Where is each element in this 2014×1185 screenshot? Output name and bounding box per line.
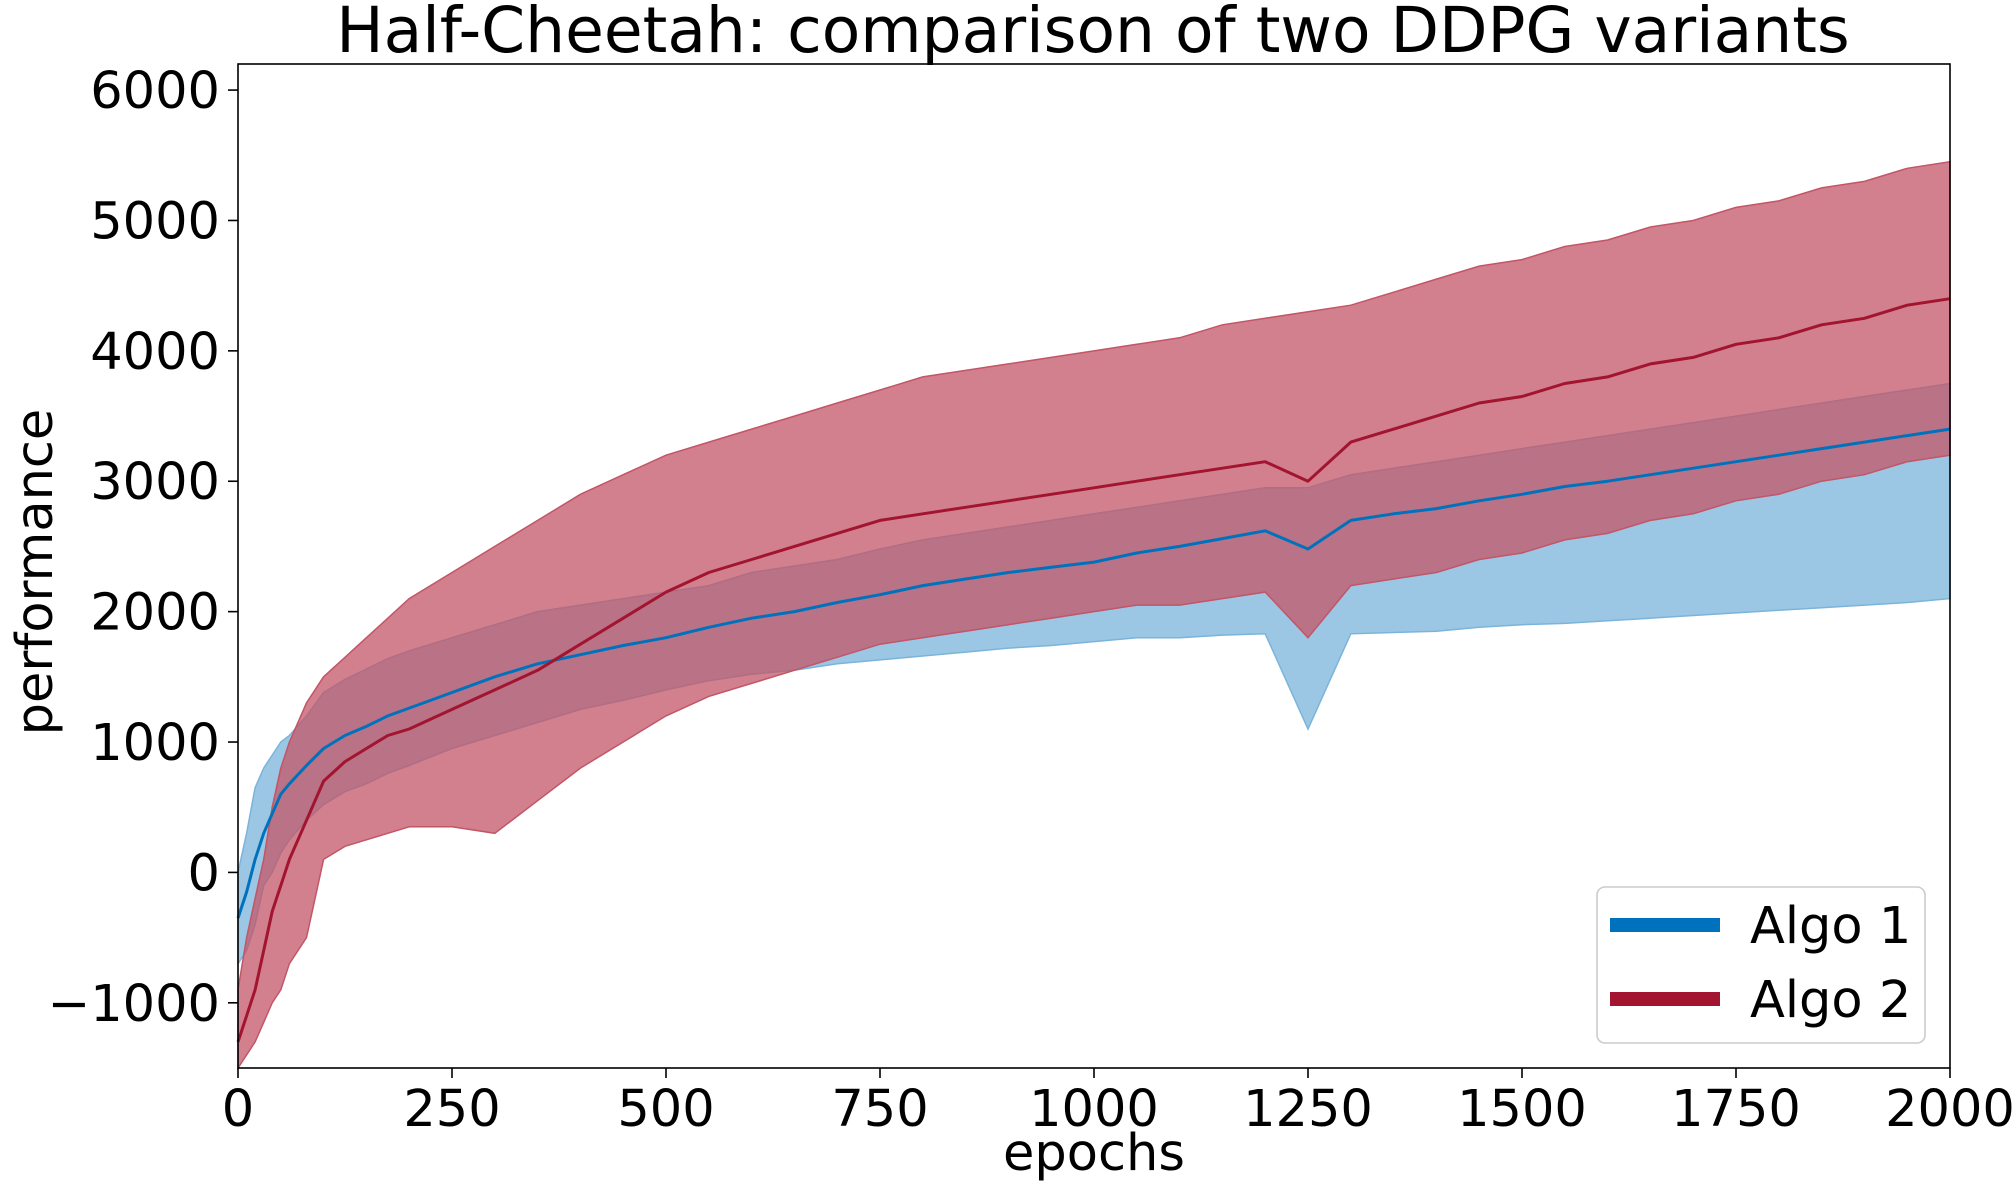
x-tick-label: 2000 (1885, 1080, 2014, 1139)
y-axis-ticks: −1000 0 1000 2000 3000 4000 5000 6000 (47, 62, 238, 1034)
x-tick-label: 750 (831, 1080, 928, 1139)
y-tick-label: −1000 (47, 975, 220, 1034)
x-axis-ticks: 0 250 500 750 1000 1250 1500 1750 2000 (222, 1068, 2014, 1139)
y-axis-label: performance (6, 409, 65, 736)
chart-title: Half-Cheetah: comparison of two DDPG var… (336, 0, 1850, 67)
x-tick-label: 250 (403, 1080, 500, 1139)
legend-label-algo-1: Algo 1 (1750, 897, 1911, 956)
y-tick-label: 3000 (90, 453, 220, 512)
x-tick-label: 0 (222, 1080, 254, 1139)
x-tick-label: 1250 (1243, 1080, 1373, 1139)
y-tick-label: 2000 (90, 584, 220, 643)
x-tick-label: 500 (617, 1080, 714, 1139)
line-algo-2 (236, 297, 1951, 1043)
x-axis-label: epochs (1003, 1124, 1185, 1183)
y-tick-label: 0 (188, 844, 220, 903)
y-tick-label: 6000 (90, 62, 220, 121)
legend-label-algo-2: Algo 2 (1750, 971, 1911, 1030)
y-tick-label: 5000 (90, 192, 220, 251)
y-tick-label: 1000 (90, 714, 220, 773)
line-algo-1 (236, 427, 1951, 919)
y-tick-label: 4000 (90, 323, 220, 382)
x-tick-label: 1000 (1029, 1080, 1159, 1139)
x-tick-label: 1500 (1457, 1080, 1587, 1139)
legend: Algo 1 Algo 2 (1596, 886, 1926, 1044)
mean-lines (236, 297, 1951, 1043)
x-tick-label: 1750 (1671, 1080, 1801, 1139)
